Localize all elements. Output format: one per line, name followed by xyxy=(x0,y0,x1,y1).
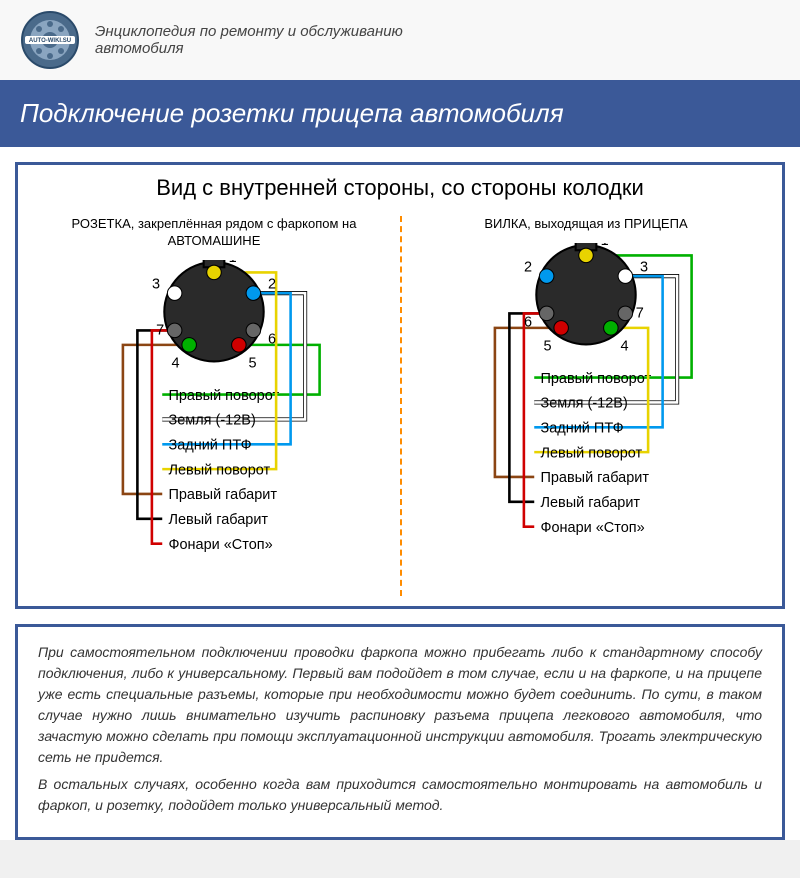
pin-number: 6 xyxy=(524,314,532,330)
wire-label: Земля (-12В) xyxy=(540,395,627,411)
footer-info: При самостоятельном подключении проводки… xyxy=(15,624,785,840)
wire-label: Левый поворот xyxy=(540,445,642,461)
wire-label: Фонари «Стоп» xyxy=(540,520,644,536)
header: AUTO-WIKI.SU Энциклопедия по ремонту и о… xyxy=(0,0,800,80)
pin-number: 5 xyxy=(543,338,551,354)
pin-number: 2 xyxy=(268,276,276,292)
tagline-line1: Энциклопедия по ремонту и обслуживанию xyxy=(95,23,403,40)
pin-number: 3 xyxy=(152,276,160,292)
pin-number: 1 xyxy=(601,243,609,249)
header-tagline: Энциклопедия по ремонту и обслуживанию а… xyxy=(95,23,403,57)
page-container: AUTO-WIKI.SU Энциклопедия по ремонту и о… xyxy=(0,0,800,840)
wire-label: Правый поворот xyxy=(168,388,279,404)
wire-label: Левый поворот xyxy=(168,462,270,478)
wire-label: Правый поворот xyxy=(540,371,651,387)
wire-label: Земля (-12В) xyxy=(168,412,255,428)
center-divider xyxy=(400,216,402,596)
footer-text: При самостоятельном подключении проводки… xyxy=(38,642,762,816)
footer-paragraph-2: В остальных случаях, особенно когда вам … xyxy=(38,774,762,816)
pin-number: 2 xyxy=(524,259,532,275)
pin-number: 4 xyxy=(620,338,628,354)
svg-text:AUTO-WIKI.SU: AUTO-WIKI.SU xyxy=(29,38,71,44)
diagram-left: РОЗЕТКА, закреплённая рядом с фаркопом н… xyxy=(28,216,400,596)
pin-number: 7 xyxy=(636,305,644,321)
page-title: Подключение розетки прицепа автомобиля xyxy=(0,80,800,147)
pin-number: 1 xyxy=(229,260,237,266)
wire-label: Задний ПТФ xyxy=(540,420,623,436)
wire-label: Левый габарит xyxy=(168,512,268,528)
connector-diagram-right: Правый поворот Земля (-12В) Задний ПТФ Левы… xyxy=(410,243,762,574)
pin-number: 4 xyxy=(171,355,179,371)
tagline-line2: автомобиля xyxy=(95,40,403,57)
wire-label: Задний ПТФ xyxy=(168,437,251,453)
pin-number: 7 xyxy=(156,322,164,338)
diagram-container: Вид с внутренней стороны, со стороны кол… xyxy=(15,162,785,609)
wire-label: Правый габарит xyxy=(168,487,277,503)
diagram-main-title: Вид с внутренней стороны, со стороны кол… xyxy=(28,175,772,201)
diagram-right: ВИЛКА, выходящая из ПРИЦЕПА Правый повор… xyxy=(400,216,772,596)
wire-label: Правый габарит xyxy=(540,470,649,486)
wire-label: Левый габарит xyxy=(540,495,640,511)
logo-icon: AUTO-WIKI.SU xyxy=(20,10,80,70)
pin-number: 3 xyxy=(640,259,648,275)
left-subtitle: РОЗЕТКА, закреплённая рядом с фаркопом н… xyxy=(38,216,390,250)
pin-number: 5 xyxy=(248,355,256,371)
wire-label: Фонари «Стоп» xyxy=(168,537,272,553)
diagram-row: РОЗЕТКА, закреплённая рядом с фаркопом н… xyxy=(28,216,772,596)
connector-diagram-left: Правый поворот Земля (-12В) Задний ПТФ Левы… xyxy=(38,260,390,591)
right-subtitle: ВИЛКА, выходящая из ПРИЦЕПА xyxy=(410,216,762,233)
pin-number: 6 xyxy=(268,331,276,347)
footer-paragraph-1: При самостоятельном подключении проводки… xyxy=(38,642,762,768)
